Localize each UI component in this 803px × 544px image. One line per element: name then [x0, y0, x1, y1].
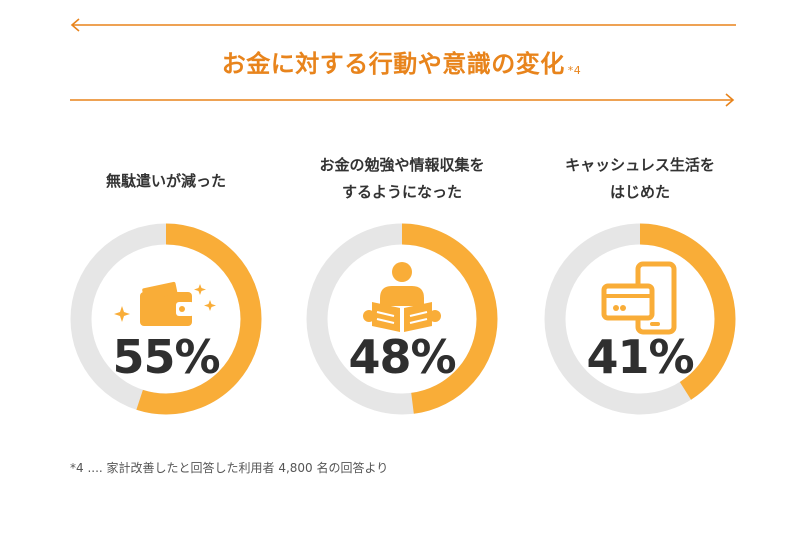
footnote: *4 .... 家計改善したと回答した利用者 4,800 名の回答より: [70, 461, 389, 475]
donut-arc: [544, 223, 736, 415]
donut-arc: [70, 223, 262, 415]
right-arrow-line: [70, 93, 735, 107]
title-text: お金に対する行動や意識の変化: [221, 50, 565, 78]
donut-arc: [306, 223, 498, 415]
stat-percent: 48%: [348, 330, 456, 384]
stat-label: 無駄遣いが減った: [56, 168, 276, 195]
wallet-icon: [114, 281, 216, 326]
stat-label-line2: はじめた: [609, 183, 670, 201]
donut-chart: [544, 223, 736, 415]
reading-person-icon: [363, 262, 441, 332]
stat-percent: 55%: [112, 330, 220, 384]
card-phone-icon: [601, 261, 677, 335]
title-note-ref: *4: [567, 64, 582, 77]
stat-label-line2: するようになった: [341, 183, 462, 201]
donut-chart: [306, 223, 498, 415]
donut-chart: [70, 223, 262, 415]
left-arrow-line: [70, 18, 736, 32]
stat-percent: 41%: [586, 330, 694, 384]
stat-label-line1: 無駄遣いが減った: [105, 172, 226, 190]
stat-label-line1: お金の勉強や情報収集を: [319, 156, 485, 174]
stat-label-line1: キャッシュレス生活を: [565, 156, 715, 174]
stat-label: お金の勉強や情報収集を するようになった: [292, 152, 512, 206]
page-title: お金に対する行動や意識の変化 *4: [0, 44, 803, 79]
stat-label: キャッシュレス生活を はじめた: [530, 152, 750, 206]
